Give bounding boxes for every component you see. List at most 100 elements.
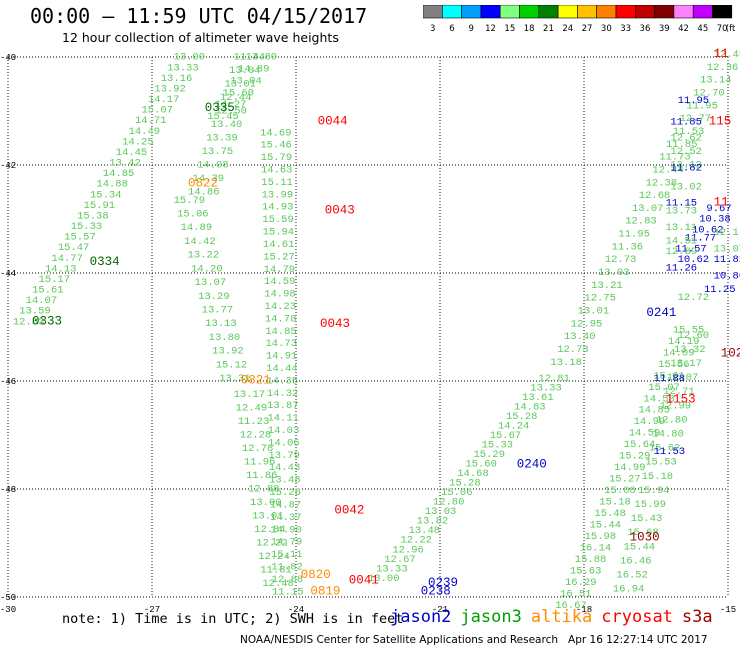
wave-height-value: 14.99 [614, 462, 646, 474]
pass-time-label: 0043 [325, 204, 355, 218]
wave-height-value: 15.34 [90, 189, 122, 201]
wave-height-value: 12.77 [680, 113, 712, 125]
wave-height-value: 12.49 [236, 403, 268, 415]
pass-time-label: 0821 [241, 374, 271, 388]
wave-height-value: 15.94 [638, 485, 670, 497]
wave-height-value: 12.81 [538, 373, 570, 385]
wave-height-value: 15.46 [260, 140, 292, 152]
wave-height-value: 11.82 [271, 561, 303, 573]
pass-time-label: 0239 [428, 576, 458, 590]
wave-height-value: 15.33 [482, 440, 514, 452]
page-title: 00:00 – 11:59 UTC 04/15/2017 [30, 4, 368, 28]
wave-height-value: 12.80 [656, 414, 688, 426]
wave-height-value: 12.89 [666, 246, 698, 258]
wave-height-value: 14.63 [261, 165, 293, 177]
color-scale-label: 27 [582, 24, 593, 34]
wave-height-value: 13.17 [234, 389, 266, 401]
color-scale-label: 15 [504, 24, 515, 34]
wave-height-value: 12.78 [242, 443, 274, 455]
wave-height-value: 12.50 [215, 106, 247, 118]
wave-height-value: 13.13 [205, 318, 237, 330]
wave-height-value: 12.28 [240, 430, 272, 442]
color-scale-label: 9 [469, 24, 474, 34]
wave-height-value: 13.92 [154, 83, 186, 95]
lat-tick-label: -46 [0, 377, 16, 387]
wave-height-value: 12.38 [646, 177, 678, 189]
wave-height-value: 11.82 [714, 254, 740, 266]
lon-tick-label: -27 [144, 605, 160, 615]
wave-height-value: 13.03 [425, 506, 457, 518]
wave-height-value: 14.69 [260, 127, 292, 139]
color-scale-label: 70 [717, 24, 728, 34]
wave-height-value: 11.44 [234, 52, 266, 64]
wave-height-value: 10.38 [699, 214, 731, 226]
wave-height-value: 15.88 [575, 554, 607, 566]
wave-height-value: 13.80 [246, 52, 278, 64]
wave-height-value: 14.45 [116, 147, 148, 159]
altimeter-track: 13.0013.3312.6712.9612.2213.4813.8213.03… [368, 373, 570, 585]
wave-height-value: 12.36 [707, 62, 739, 74]
wave-height-value: 12.24 [258, 551, 290, 563]
altimeter-track: 16.6716.5116.2915.6315.8816.1415.9815.44… [555, 324, 704, 611]
pass-time-label: 0240 [517, 457, 547, 471]
wave-height-value: 11.88 [654, 373, 686, 385]
wave-height-value: 11.25 [704, 284, 736, 296]
wave-height-value: 11.95 [618, 229, 650, 241]
lon-tick-label: -24 [288, 605, 304, 615]
wave-height-value: 13.40 [564, 331, 596, 343]
wave-height-value: 13.82 [417, 516, 449, 528]
wave-height-value: 14.78 [265, 313, 297, 325]
wave-height-value: 15.91 [84, 200, 116, 212]
wave-height-value: 11.95 [686, 100, 718, 112]
wave-height-value: 14.99 [634, 416, 666, 428]
wave-height-value: 15.99 [634, 499, 666, 511]
wave-height-value: 15.06 [177, 209, 209, 221]
wave-height-value: 12.72 [678, 292, 710, 304]
wave-height-value: 16.51 [560, 588, 592, 600]
wave-height-value: 15.43 [631, 513, 663, 525]
wave-height-value: 13.01 [578, 306, 610, 318]
wave-height-value: 14.35 [266, 375, 298, 387]
wave-height-value: 15.67 [490, 430, 522, 442]
wave-height-value: 12.80 [433, 497, 465, 509]
wave-height-value: 13.03 [598, 267, 630, 279]
pass-time-label: 1153 [666, 393, 696, 407]
wave-height-value: 15.55 [673, 324, 705, 336]
wave-height-value: 15.68 [627, 527, 659, 539]
credit-timestamp: Apr 16 12:27:14 UTC 2017 [568, 634, 708, 646]
wave-height-value: 12.07 [667, 372, 699, 384]
pass-time-label: 0043 [320, 317, 350, 331]
wave-height-value: 12.73 [605, 254, 637, 266]
wave-height-value: 13.04 [230, 75, 262, 87]
wave-height-value: 14.79 [271, 537, 303, 549]
wave-height-value: 13.07 [714, 243, 740, 255]
wave-height-value: 13.99 [262, 189, 294, 201]
wave-height-value: 15.60 [465, 459, 497, 471]
pass-time-label: 0333 [32, 314, 62, 328]
wave-height-value: 15.27 [609, 474, 641, 486]
wave-height-value: 14.89 [238, 64, 270, 76]
wave-height-value: 15.29 [619, 451, 651, 463]
wave-height-value: 14.13 [45, 263, 77, 275]
wave-height-value: 12.22 [400, 535, 432, 547]
pass-time-label: 11 [714, 196, 729, 210]
wave-height-value: 15.63 [570, 565, 602, 577]
wave-height-value: 13.00 [250, 497, 282, 509]
wave-height-value: 16.46 [620, 555, 652, 567]
wave-height-value: 15.79 [174, 195, 206, 207]
wave-height-value: 13.04 [229, 65, 261, 77]
wave-height-value: 13.29 [198, 291, 230, 303]
footer-credit: NOAA/NESDIS Center for Satellite Applica… [240, 634, 708, 646]
pass-time-label: 0820 [301, 568, 331, 582]
wave-height-value: 14.59 [264, 276, 296, 288]
pass-time-label: 1030 [630, 530, 660, 544]
legend-entry-cryosat: cryosat [601, 607, 673, 627]
wave-height-value: 14.71 [135, 115, 167, 127]
wave-height-value: 12.60 [678, 330, 710, 342]
wave-height-value: 15.44 [624, 541, 656, 553]
color-scale-label: 21 [543, 24, 554, 34]
wave-height-value: 14.49 [129, 126, 161, 138]
